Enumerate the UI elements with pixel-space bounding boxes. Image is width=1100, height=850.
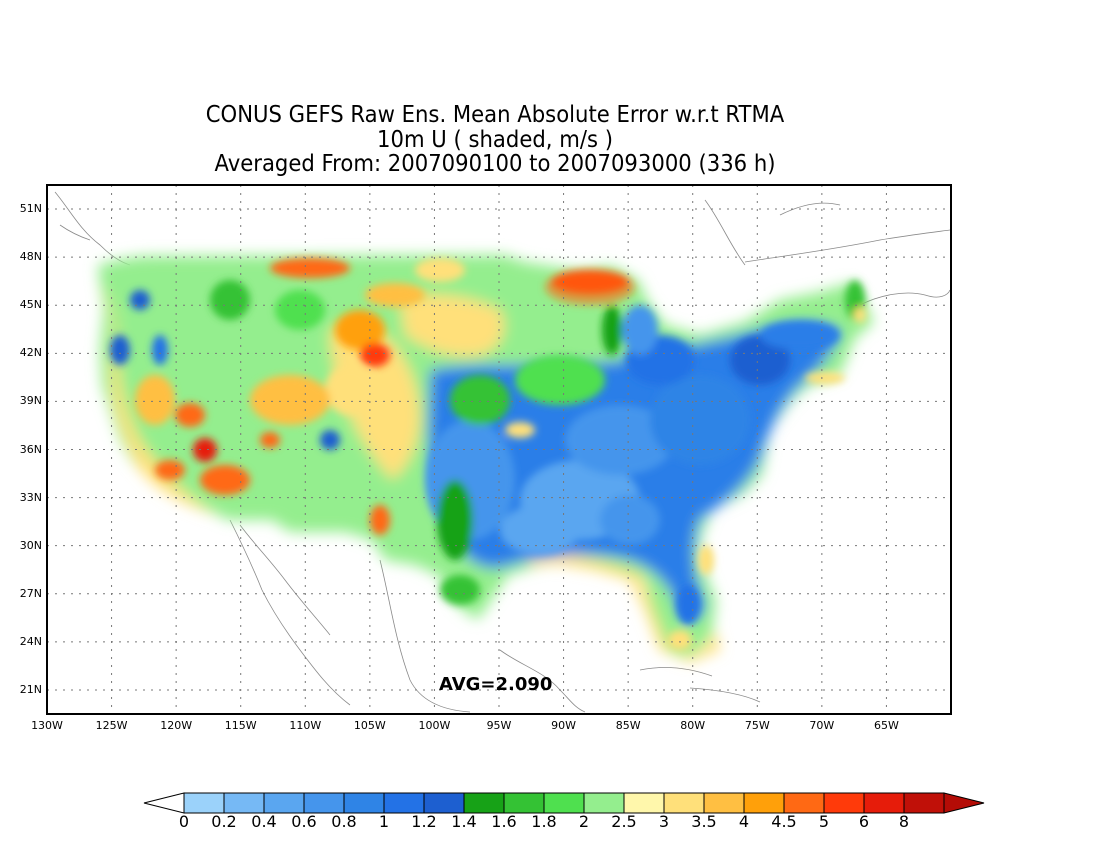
- colorbar-tick-label: 0.6: [291, 812, 317, 831]
- lat-tick-label: 39N: [19, 394, 42, 408]
- title-line-3: Averaged From: 2007090100 to 2007093000 …: [214, 151, 776, 177]
- lon-tick-label: 95W: [486, 719, 512, 732]
- title-line-2: 10m U ( shaded, m/s ): [377, 127, 613, 153]
- lat-tick-label: 45N: [19, 298, 42, 312]
- colorbar-swatch: [703, 792, 745, 814]
- colorbar-tick-label: 6: [858, 812, 870, 831]
- lon-tick-label: 130W: [31, 719, 63, 732]
- lon-tick-label: 125W: [95, 719, 128, 732]
- map-frame: [46, 184, 952, 715]
- colorbar-tick-label: 1.2: [411, 812, 437, 831]
- colorbar-tick-label: 4.5: [771, 812, 797, 831]
- lat-tick-label: 42N: [19, 346, 42, 360]
- colorbar-swatch: [463, 792, 505, 814]
- colorbar-swatch: [343, 792, 385, 814]
- colorbar-swatch: [623, 792, 665, 814]
- colorbar-swatch: [183, 792, 225, 814]
- colorbar-tick-label: 8: [898, 812, 910, 831]
- colorbar-tick-label: 4: [738, 812, 750, 831]
- colorbar-over-arrow: [943, 792, 985, 814]
- colorbar-swatch: [743, 792, 785, 814]
- lon-tick-label: 80W: [680, 719, 706, 732]
- colorbar-swatch: [663, 792, 705, 814]
- lon-tick-label: 115W: [224, 719, 257, 732]
- colorbar-swatch: [783, 792, 825, 814]
- colorbar-tick-label: 2: [578, 812, 590, 831]
- colorbar-swatch: [383, 792, 425, 814]
- lat-tick-label: 30N: [19, 538, 42, 552]
- colorbar-under-arrow: [143, 792, 185, 814]
- lat-tick-label: 48N: [19, 250, 42, 264]
- lon-tick-label: 105W: [353, 719, 386, 732]
- lon-tick-label: 75W: [744, 719, 770, 732]
- colorbar-swatch: [903, 792, 945, 814]
- colorbar-swatch: [863, 792, 905, 814]
- lat-tick-label: 51N: [19, 202, 42, 216]
- colorbar-tick-label: 0.2: [211, 812, 237, 831]
- average-value-text: AVG=2.090: [439, 674, 553, 695]
- colorbar-tick-label: 0.4: [251, 812, 277, 831]
- coastline-outlines: [54, 191, 951, 713]
- colorbar-tick-label: 3.5: [691, 812, 717, 831]
- lon-tick-label: 100W: [418, 719, 451, 732]
- colorbar-tick-label: 1.4: [451, 812, 477, 831]
- lon-tick-label: 70W: [809, 719, 835, 732]
- colorbar-tick-label: 1.6: [491, 812, 517, 831]
- colorbar-tick-label: 2.5: [611, 812, 637, 831]
- colorbar-swatch: [543, 792, 585, 814]
- title-line-1: CONUS GEFS Raw Ens. Mean Absolute Error …: [205, 102, 785, 128]
- lat-tick-label: 36N: [19, 442, 42, 456]
- colorbar-swatch: [303, 792, 345, 814]
- colorbar-tick-label: 0.8: [331, 812, 357, 831]
- colorbar: [143, 792, 985, 814]
- lon-tick-label: 85W: [615, 719, 641, 732]
- colorbar-tick-label: 3: [658, 812, 670, 831]
- colorbar-tick-label: 1.8: [531, 812, 557, 831]
- lon-tick-label: 65W: [873, 719, 899, 732]
- lat-tick-label: 21N: [19, 682, 42, 696]
- map-plot-area: [47, 185, 951, 714]
- colorbar-swatch: [223, 792, 265, 814]
- lat-tick-label: 33N: [19, 490, 42, 504]
- colorbar-tick-label: 5: [818, 812, 830, 831]
- lat-tick-label: 27N: [19, 586, 42, 600]
- map-gridlines: [47, 185, 951, 714]
- colorbar-tick-label: 1: [378, 812, 390, 831]
- colorbar-swatch: [823, 792, 865, 814]
- colorbar-swatch: [503, 792, 545, 814]
- colorbar-swatch: [263, 792, 305, 814]
- lon-tick-label: 110W: [289, 719, 322, 732]
- colorbar-tick-label: 0: [178, 812, 190, 831]
- lon-tick-label: 120W: [160, 719, 193, 732]
- lon-tick-label: 90W: [551, 719, 576, 732]
- colorbar-swatch: [583, 792, 625, 814]
- lat-tick-label: 24N: [19, 634, 42, 648]
- colorbar-swatch: [423, 792, 465, 814]
